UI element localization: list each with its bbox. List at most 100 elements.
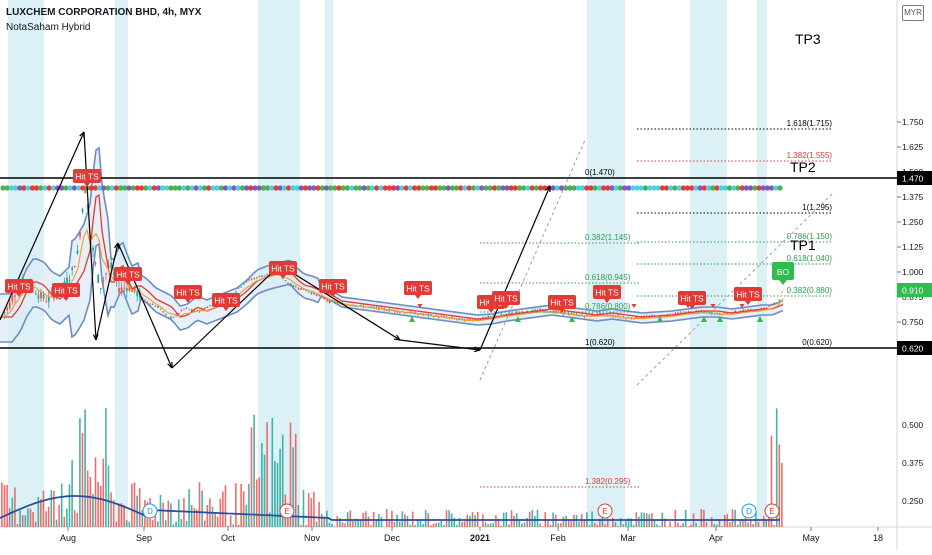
fib-label: 0.618(1.040) [787,254,833,263]
candle-body [500,314,502,315]
volume-bar [719,521,721,527]
candle-body [170,317,172,318]
volume-bar [227,526,229,527]
volume-bar [201,491,203,527]
currency-badge[interactable]: MYR [902,5,924,21]
event-marker-text: E [769,507,774,516]
volume-bar [97,482,99,527]
volume-bar [446,510,448,527]
volume-bar [534,516,536,527]
candle-body [126,288,128,291]
volume-bar [87,471,89,527]
volume-bar [578,522,580,527]
volume-bar [95,457,97,527]
volume-bar [157,521,159,527]
volume-bar [521,524,523,527]
volume-bar [191,505,193,527]
volume-bar [74,510,76,527]
volume-bar [22,515,24,527]
volume-bar [604,524,606,527]
target-label: TP3 [795,31,821,47]
candle-body [253,278,255,279]
candle-body [300,288,302,290]
candle-body [152,304,154,305]
volume-bar [376,520,378,527]
candle-body [261,276,263,277]
candle-body [238,287,240,288]
hit-ts-text: Hit TS [7,282,31,292]
volume-bar [318,502,320,527]
volume-bar [17,524,19,527]
candle-body [38,295,40,299]
volume-bar [134,482,136,527]
volume-bar [617,526,619,527]
volume-bar [235,483,237,527]
volume-bar [656,524,658,527]
candle-body [118,288,120,292]
volume-bar [680,525,682,527]
candle-body [149,304,151,305]
volume-bar [490,523,492,527]
volume-bar [573,515,575,527]
volume-bar [277,463,279,527]
volume-bar [175,522,177,527]
volume-bar [170,503,172,527]
y-tick-label: 1.000 [902,267,924,277]
fib-label: 0.382(0.880) [787,286,833,295]
chart-title: LUXCHEM CORPORATION BHD, 4h, MYX [6,7,201,18]
volume-bar [64,517,66,527]
candle-body [526,311,528,312]
candle-body [350,306,352,307]
volume-bar [659,526,661,527]
volume-bar [225,485,227,527]
volume-bar [45,511,47,527]
volume-bar [32,512,34,527]
volume-bar [433,524,435,527]
candle-body [298,288,300,289]
volume-bar [331,524,333,527]
volume-bar [469,516,471,527]
candle-body [77,251,79,254]
volume-bar [152,520,154,527]
volume-bar [394,522,396,527]
candle-body [266,274,268,275]
volume-bar [35,522,37,527]
fib-label: 0(1.470) [585,168,615,177]
candle-body [162,311,164,312]
volume-bar [415,525,417,527]
volume-bar [703,510,705,527]
y-tick-label: 1.250 [902,217,924,227]
hit-ts-text: Hit TS [176,288,200,298]
candle-body [144,300,146,301]
volume-bar [103,459,105,527]
candle-body [773,303,775,304]
hit-ts-text: Hit TS [406,284,430,294]
volume-tick-label: 0.250 [902,496,924,506]
volume-bar [43,491,45,527]
candle-body [586,315,588,316]
candle-body [487,316,489,317]
volume-bar [84,410,86,527]
candle-body [316,294,318,296]
x-tick-label: May [802,533,820,543]
volume-bar [724,515,726,527]
volume-bar [584,520,586,527]
volume-bar [555,515,557,527]
volume-tick-label: 0.375 [902,458,924,468]
hit-ts-text: Hit TS [75,172,99,182]
candle-body [6,308,8,310]
volume-bar [495,515,497,527]
volume-bar [58,505,60,527]
y-tick-label: 1.750 [902,117,924,127]
volume-bar [381,517,383,527]
hit-ts-text: Hit TS [321,282,345,292]
candle-body [35,294,37,295]
hit-ts-text: Hit TS [54,286,78,296]
volume-bar [474,515,476,527]
session-band [325,0,333,527]
volume-bar [695,523,697,527]
volume-bar [217,517,219,527]
session-band [587,0,625,527]
